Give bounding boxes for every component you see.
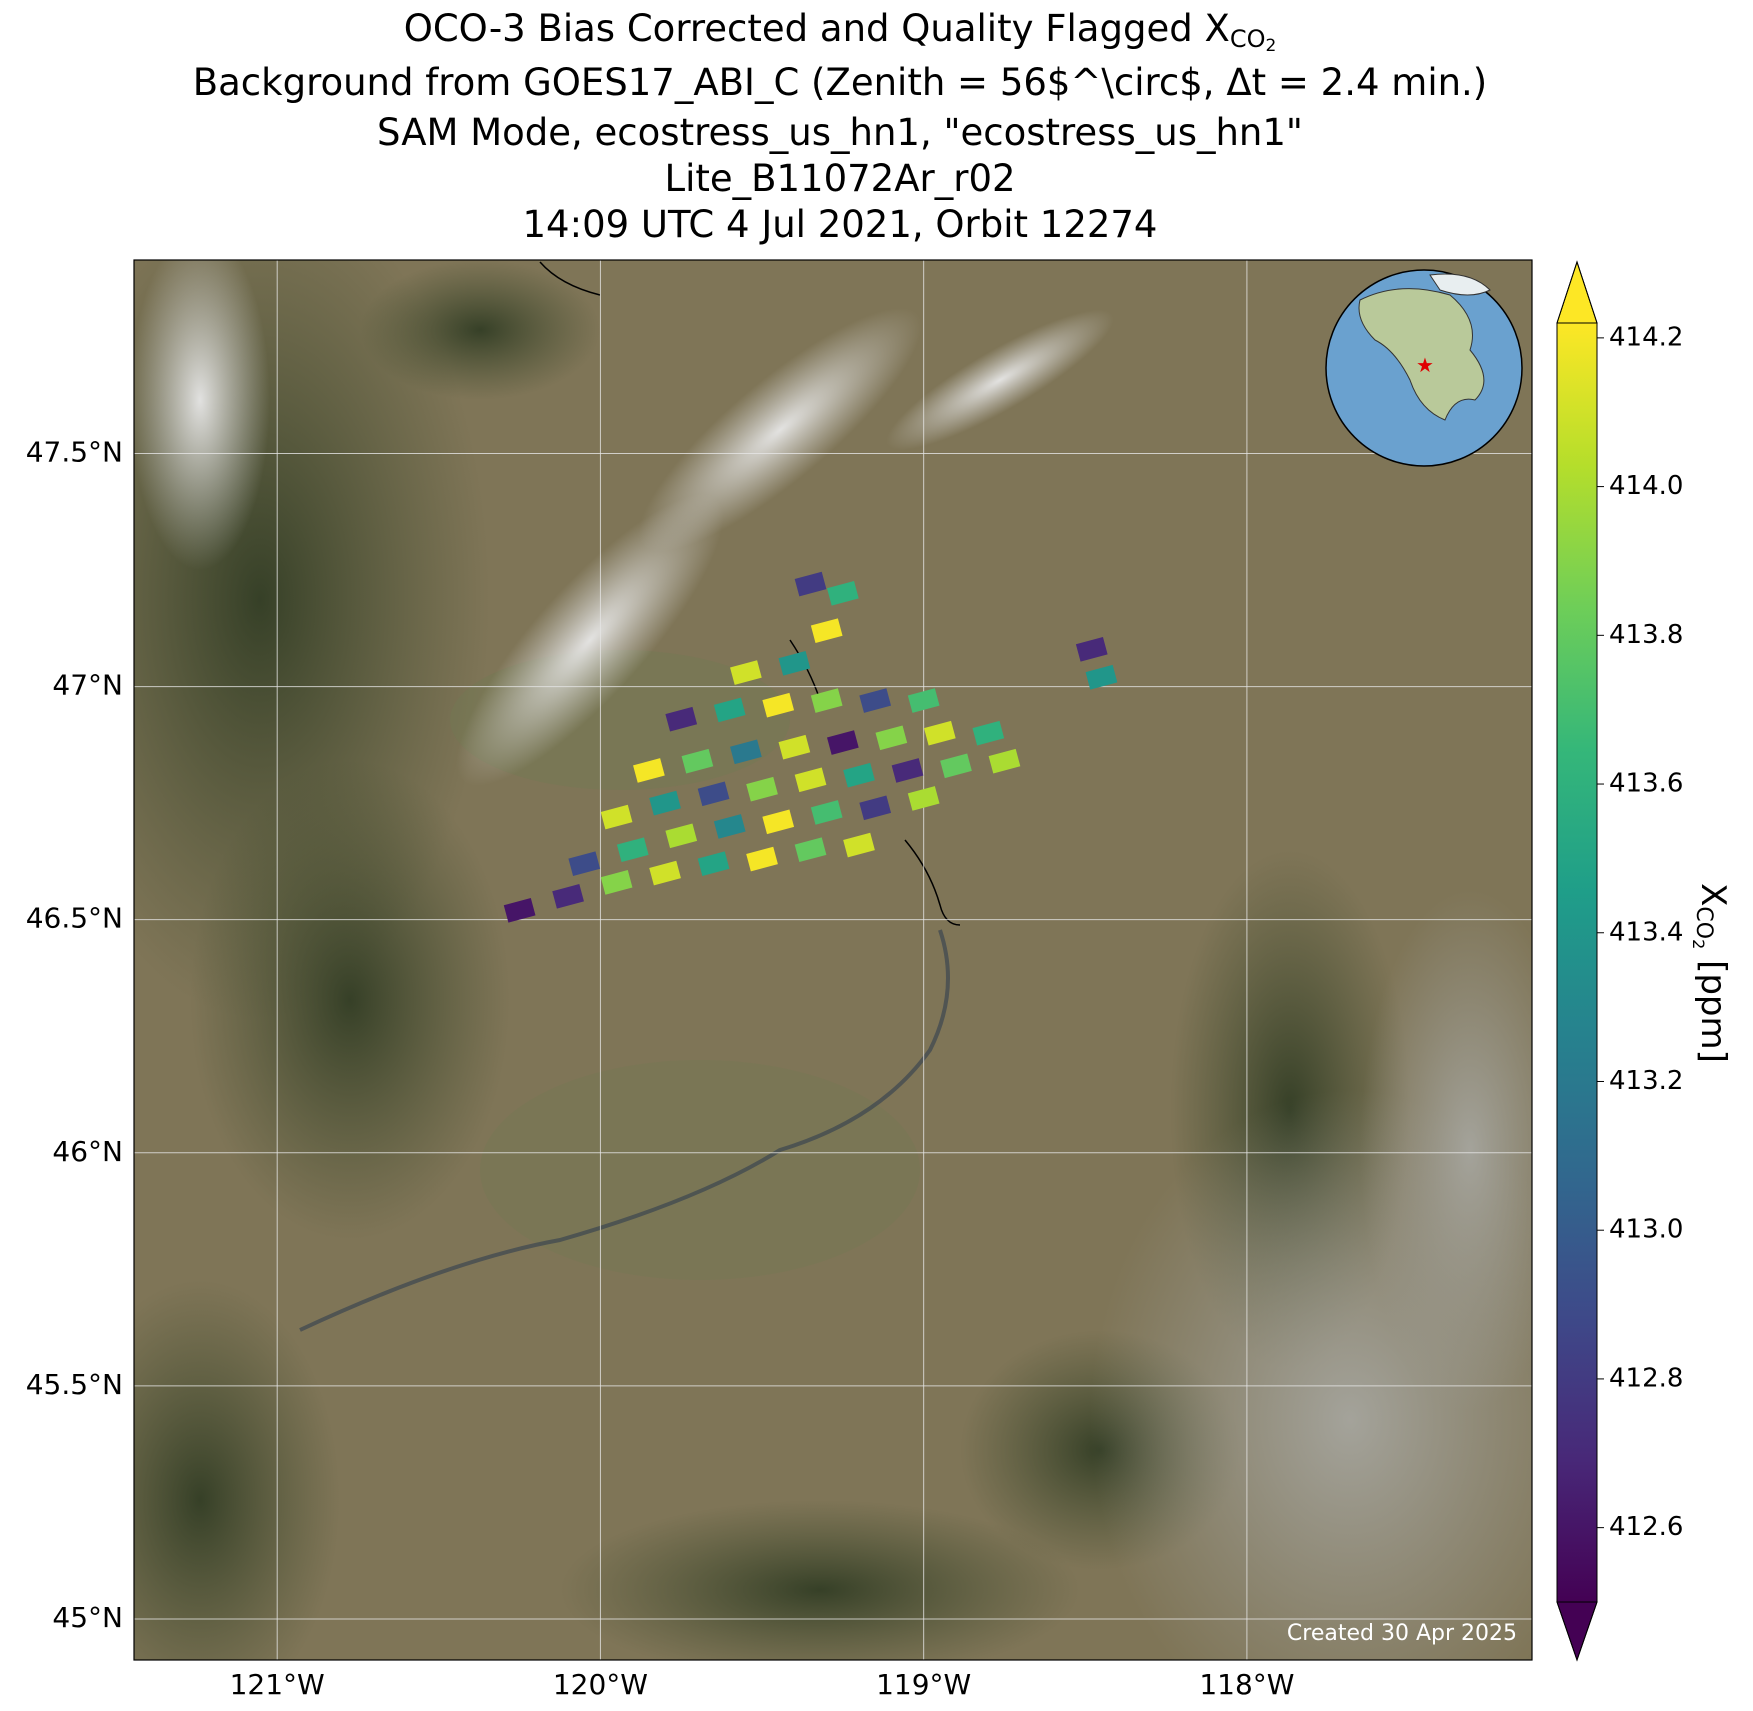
sounding [633,758,665,783]
sounding [697,781,730,807]
x-tick-label: 120°W [553,1668,648,1701]
sounding [891,758,924,783]
sounding [762,809,795,835]
soundings [503,571,1118,923]
sounding [875,725,908,751]
y-tick-label: 45.5°N [26,1368,123,1401]
sounding [1075,636,1108,662]
sounding [794,767,827,793]
sounding [616,837,649,863]
sounding [843,832,875,858]
title-line: OCO-3 Bias Corrected and Quality Flagged… [404,7,1277,57]
colorbar-tick-label: 412.8 [1609,1363,1683,1393]
y-tick-label: 45°N [52,1601,123,1634]
sounding [907,786,940,811]
sounding [568,851,601,877]
colorbar-tick-label: 414.2 [1609,322,1683,352]
satellite-background [134,260,1532,1660]
sounding [665,706,698,732]
title-text: Lite_B11072Ar_r02 [664,157,1015,200]
sounding [600,804,633,830]
sounding [778,650,811,676]
location-star: ★ [1416,353,1434,377]
colorbar: 412.6 412.8 413.0 413.2 413.4 413.6 413.8 414.0… [1556,260,1734,1662]
sounding [730,660,762,685]
sounding [713,697,746,723]
sounding [552,884,584,909]
sounding [1085,664,1118,690]
title-text: SAM Mode, ecostress_us_hn1, "ecostress_u… [377,111,1303,154]
x-tick-label: 121°W [230,1668,325,1701]
colorbar-body [1557,323,1597,1602]
sounding [827,730,859,755]
created-note: Created 30 Apr 2025 [1287,1621,1517,1646]
title-subsubscript: 2 [1265,36,1276,56]
globe-inset: ★ [1325,269,1523,467]
sounding [762,692,795,718]
title-text: 14:09 UTC 4 Jul 2021, Orbit 12274 [523,203,1158,246]
sounding [972,720,1005,746]
sounding [794,571,827,597]
colorbar-tick-label: 413.2 [1609,1066,1683,1096]
map-frame [133,259,1533,1661]
sounding [843,762,875,788]
title-line: 14:09 UTC 4 Jul 2021, Orbit 12274 [523,203,1158,246]
title-text: Background from GOES17_ABI_C (Zenith = 5… [193,61,1488,104]
sounding [746,776,778,802]
sounding [665,823,698,849]
sounding [649,860,681,886]
sounding [810,688,843,713]
sounding [988,748,1021,774]
colorbar-label: XCO2 [ppm] [1690,883,1734,1063]
sounding [810,800,843,825]
colorbar-tick-label: 413.8 [1609,620,1683,650]
colorbar-label-subscript: CO [1691,906,1716,939]
title-line: Background from GOES17_ABI_C (Zenith = 5… [193,61,1488,104]
y-tick-label: 47°N [52,669,123,702]
sounding [923,720,956,746]
sounding [778,734,811,760]
y-tick-label: 46°N [52,1135,123,1168]
colorbar-tick-label: 413.0 [1609,1215,1683,1245]
sounding [794,837,827,863]
sounding [713,814,746,839]
colorbar-extend-min [1556,1601,1598,1662]
colorbar-label-unit: [ppm] [1694,949,1734,1063]
title-subscript: CO [1230,25,1266,53]
title-block: OCO-3 Bias Corrected and Quality Flagged… [193,7,1488,246]
graticule [134,260,1532,1660]
title-line: SAM Mode, ecostress_us_hn1, "ecostress_u… [377,111,1303,154]
sounding [503,898,536,923]
colorbar-label-text: X [1694,883,1734,906]
sounding [746,846,778,872]
colorbar-label-subsubscript: 2 [1690,939,1709,949]
y-tick-label: 47.5°N [26,435,123,468]
sounding [681,748,714,774]
sounding [907,688,940,713]
x-tick-label: 119°W [876,1668,971,1701]
sounding [697,851,730,877]
colorbar-tick-label: 413.6 [1609,769,1683,799]
title-line: Lite_B11072Ar_r02 [664,157,1015,200]
sounding [649,790,681,816]
y-tick-label: 46.5°N [26,902,123,935]
sounding [827,581,859,606]
sounding [940,753,972,779]
colorbar-tick-label: 413.4 [1609,917,1683,947]
colorbar-tick-label: 414.0 [1609,471,1683,501]
colorbar-tick-label: 412.6 [1609,1512,1683,1542]
sounding [600,870,633,895]
colorbar-outline [1556,260,1598,1662]
colorbar-extend-max [1556,260,1598,324]
sounding [859,688,892,713]
sounding [810,618,843,643]
sounding [859,795,892,821]
sounding [730,739,762,765]
title-text: OCO-3 Bias Corrected and Quality Flagged… [404,7,1230,50]
x-tick-label: 118°W [1199,1668,1294,1701]
